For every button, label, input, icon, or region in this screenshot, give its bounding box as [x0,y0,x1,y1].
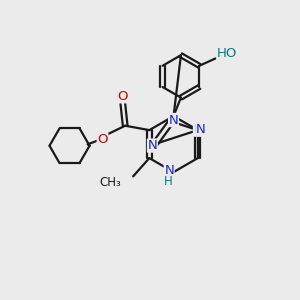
Text: N: N [169,113,178,127]
Text: N: N [148,139,157,152]
Text: HO: HO [217,46,237,60]
Text: O: O [118,90,128,103]
Text: CH₃: CH₃ [99,176,121,189]
Text: N: N [196,123,206,136]
Text: H: H [164,175,172,188]
Text: N: N [194,123,203,136]
Text: O: O [97,133,108,146]
Text: N: N [164,164,174,177]
